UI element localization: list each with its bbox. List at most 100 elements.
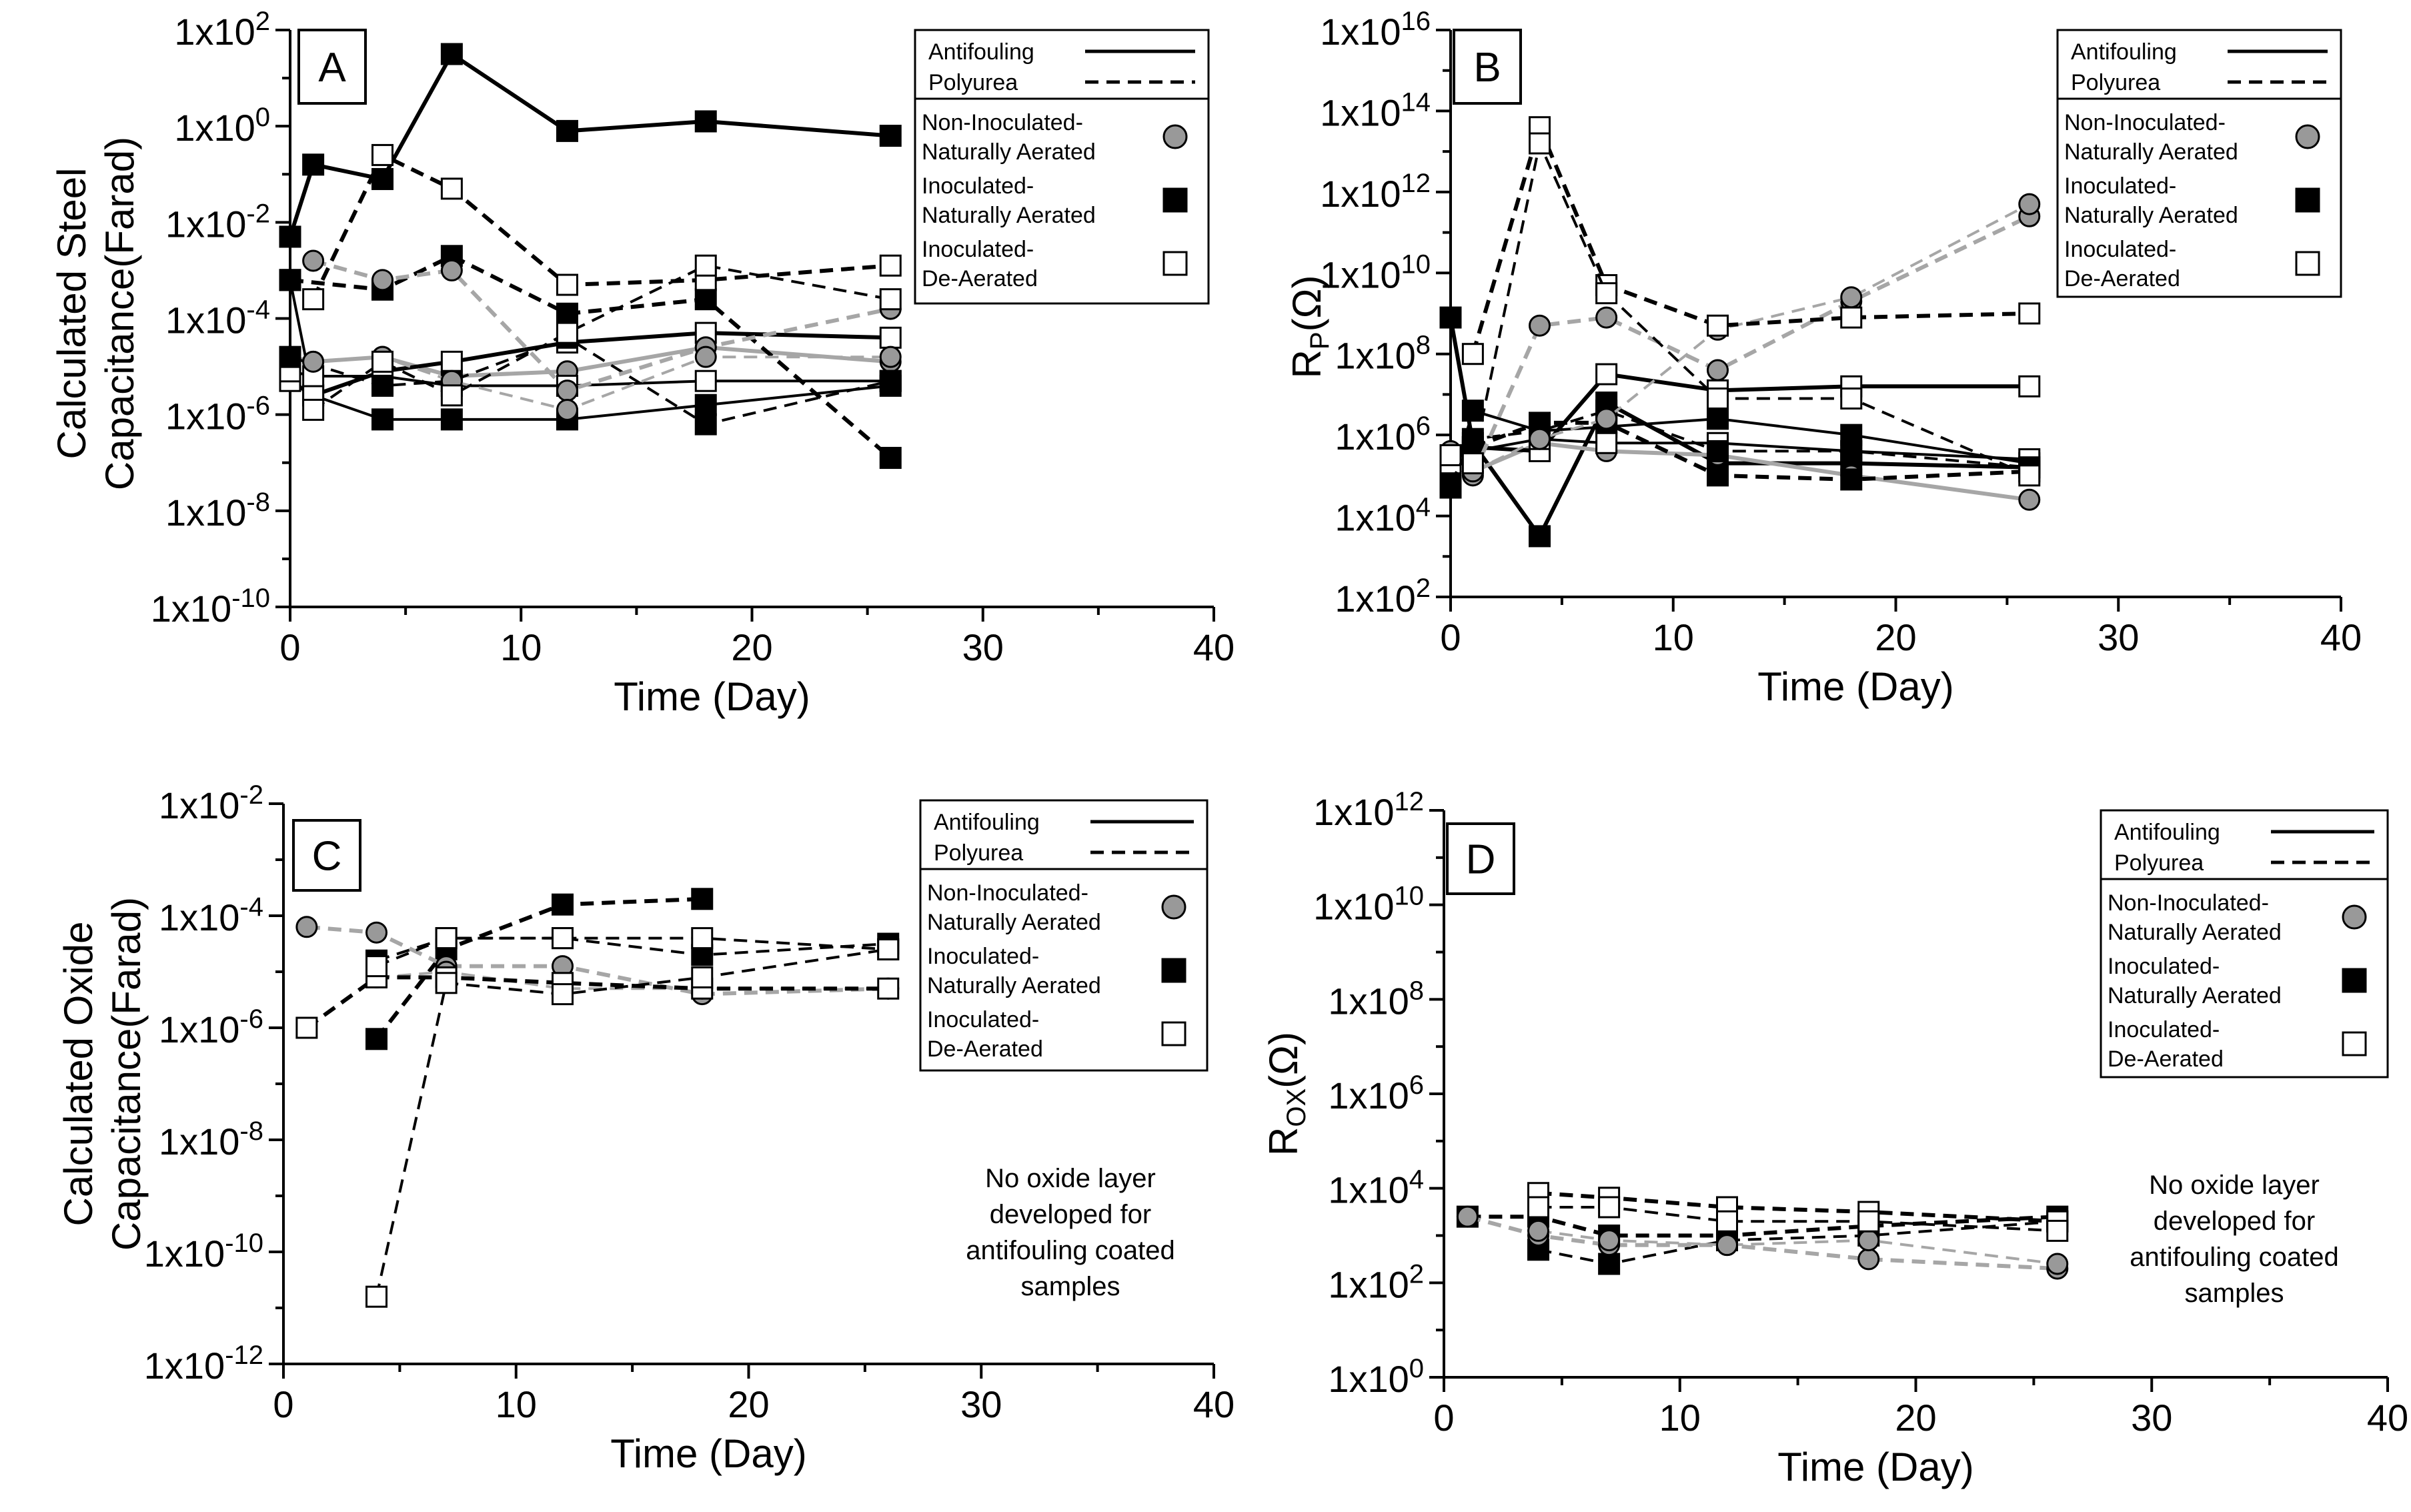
data-point: [279, 225, 301, 248]
x-tick-label: 40: [1193, 1383, 1235, 1425]
note-text: No oxide layer developed for antifouling c…: [966, 1164, 1175, 1301]
x-axis-label: Time (Day): [610, 1431, 806, 1476]
data-point: [694, 413, 717, 436]
legend-box: [2100, 809, 2389, 1078]
data-point: [295, 916, 318, 938]
legend-marker-label: Inoculated-: [927, 944, 1039, 969]
y-tick-label: 1x10-10: [151, 584, 270, 630]
x-tick-label: 0: [279, 626, 300, 668]
data-point: [440, 259, 463, 281]
x-tick-label: 10: [1653, 616, 1694, 658]
x-tick-label: 0: [1440, 616, 1461, 658]
data-point: [1598, 1253, 1621, 1275]
data-point: [2018, 464, 2041, 487]
series-line: [375, 948, 889, 1297]
data-point: [877, 938, 900, 960]
x-tick-label: 40: [2320, 616, 2362, 658]
series-line: [1467, 1215, 2058, 1271]
data-point: [1857, 1210, 1880, 1233]
legend-marker-label: Naturally Aerated: [2108, 983, 2282, 1008]
series-line: [289, 253, 892, 460]
data-point: [2018, 488, 2041, 511]
series-line: [306, 924, 888, 996]
data-point: [440, 177, 463, 200]
data-point: [1716, 1234, 1738, 1257]
data-point: [877, 977, 900, 1000]
data-point: [302, 249, 325, 272]
y-tick-label: 1x1016: [1320, 7, 1431, 53]
legend: Antifouling Polyurea Non-Inoculated- Natura…: [2056, 29, 2342, 298]
y-axis-label: Calculated SteelCapacitance(Farad): [49, 137, 142, 490]
y-tick-label: 1x104: [1335, 493, 1431, 539]
legend-marker-label: Inoculated-: [2108, 954, 2220, 979]
data-point: [2018, 302, 2041, 325]
data-point: [879, 254, 902, 277]
data-point: [1461, 343, 1484, 365]
y-tick-label: 1x102: [174, 7, 270, 53]
y-tick-label: 1x100: [174, 103, 270, 149]
x-tick-label: 30: [2131, 1397, 2172, 1439]
data-point: [556, 380, 578, 402]
data-point: [1529, 132, 1551, 155]
y-tick-label: 1x102: [1335, 574, 1431, 620]
legend-marker-label: Inoculated-: [927, 1007, 1039, 1032]
legend: Antifouling Polyurea Non-Inoculated- Natura…: [919, 799, 1209, 1072]
x-tick-label: 10: [500, 626, 542, 668]
panel-letter-box: [1453, 29, 1522, 105]
data-point: [440, 384, 463, 407]
legend-marker-label: Non-Inoculated-: [2064, 110, 2226, 135]
data-point: [365, 955, 387, 978]
y-tick-label: 1x10-2: [159, 780, 263, 826]
series-line: [312, 259, 891, 394]
y-axis-label: ROX(Ω): [1261, 1032, 1311, 1156]
legend-marker-label: Naturally Aerated: [922, 139, 1096, 165]
data-point: [879, 288, 902, 311]
data-point: [1461, 400, 1484, 422]
legend-marker: [2295, 251, 2320, 276]
data-point: [552, 983, 574, 1006]
data-point: [295, 1016, 318, 1039]
data-point: [302, 365, 325, 388]
x-axis-label: Time (Day): [614, 674, 810, 719]
data-point: [2018, 375, 2041, 398]
series-line: [1538, 1191, 2058, 1224]
panel-letter: C: [312, 834, 342, 880]
y-axis-label: Calculated OxideCapacitance(Farad): [56, 897, 149, 1251]
x-tick-label: 40: [2367, 1397, 2408, 1439]
panel-c: 1x10-2 1x10-4 1x10-6 1x10-8 1x10-10 1x10-120 1…: [56, 780, 1235, 1476]
series-line: [375, 936, 888, 962]
series-6: [365, 938, 900, 1308]
legend-marker: [1162, 187, 1188, 213]
data-point: [365, 921, 387, 944]
data-point: [365, 1285, 387, 1308]
legend: Antifouling Polyurea Non-Inoculated- Natura…: [2100, 809, 2389, 1078]
legend-marker: [2295, 187, 2320, 213]
data-point: [1595, 282, 1618, 305]
legend-label-polyurea: Polyurea: [934, 840, 1023, 866]
y-tick-label: 1x10-8: [159, 1116, 263, 1163]
data-point: [1716, 1210, 1738, 1233]
y-tick-label: 1x108: [1335, 331, 1431, 377]
data-point: [556, 119, 578, 142]
panel-letter: B: [1473, 45, 1501, 91]
y-tick-label: 1x10-4: [165, 295, 270, 341]
data-point: [1529, 428, 1551, 450]
panel-letter: A: [318, 45, 346, 91]
data-point: [879, 125, 902, 147]
data-point: [1840, 468, 1863, 491]
legend-marker: [1162, 251, 1188, 276]
legend-box: [914, 29, 1210, 305]
legend-marker: [1162, 124, 1188, 149]
y-tick-label: 1x1010: [1320, 249, 1431, 295]
legend-marker-label: Inoculated-: [922, 237, 1034, 262]
panel-b: 1x1016 1x1014 1x1012 1x1010 1x108 1x106 1x104 1…: [1285, 7, 2362, 709]
legend-label-antifouling: Antifouling: [928, 39, 1034, 65]
x-tick-label: 20: [728, 1383, 769, 1425]
legend-marker: [2342, 968, 2367, 993]
legend-marker: [1161, 1021, 1186, 1046]
data-point: [1857, 1229, 1880, 1252]
legend-marker-label: Non-Inoculated-: [2108, 890, 2269, 916]
y-tick-label: 1x10-10: [144, 1229, 263, 1275]
panel-a: 1x102 1x100 1x10-2 1x10-4 1x10-6 1x10-8 1x10-1…: [49, 7, 1235, 719]
data-point: [552, 893, 574, 916]
